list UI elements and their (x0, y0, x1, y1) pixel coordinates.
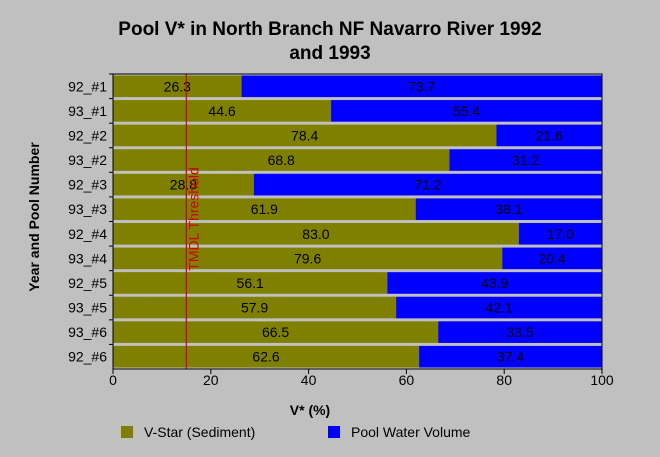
data-label-sediment-7: 79.6 (294, 250, 321, 266)
category-label-5: 93_#3 (68, 201, 107, 217)
data-label-sediment-8: 56.1 (237, 275, 264, 291)
category-label-3: 93_#2 (68, 152, 107, 168)
data-label-water-11: 37.4 (497, 349, 524, 365)
data-label-water-0: 73.7 (408, 78, 435, 94)
data-label-sediment-4: 28.8 (170, 177, 197, 193)
legend-swatch-1 (328, 426, 340, 438)
bar-water-0 (241, 75, 602, 98)
bar-sediment-1 (113, 100, 332, 122)
bar-water-1 (331, 100, 602, 122)
bar-water-11 (419, 345, 602, 368)
data-label-water-5: 38.1 (495, 201, 522, 217)
bar-sediment-5 (113, 198, 416, 221)
bar-sediment-10 (113, 321, 439, 343)
category-label-1: 93_#1 (68, 103, 107, 119)
category-label-10: 93_#6 (68, 324, 107, 340)
data-label-water-1: 55.4 (453, 103, 480, 119)
x-axis-label: V* (%) (290, 402, 330, 418)
category-label-9: 93_#5 (68, 300, 107, 316)
plot-border (112, 73, 603, 370)
bar-water-10 (438, 321, 602, 343)
x-tick-label-2: 40 (301, 372, 317, 388)
bar-sediment-2 (113, 124, 497, 147)
bar-water-4 (253, 173, 602, 196)
category-label-7: 93_#4 (68, 250, 107, 266)
data-label-sediment-9: 57.9 (241, 300, 268, 316)
data-label-sediment-5: 61.9 (251, 201, 278, 217)
y-axis-label: Year and Pool Number (26, 142, 42, 292)
chart-title-line2: and 1993 (289, 43, 370, 64)
bar-sediment-3 (113, 149, 450, 171)
chart-title-line1: Pool V* in North Branch NF Navarro River… (118, 19, 541, 40)
data-label-water-4: 71.2 (414, 177, 441, 193)
data-label-sediment-11: 62.6 (252, 349, 279, 365)
legend-swatch-0 (121, 426, 133, 438)
data-label-sediment-2: 78.4 (291, 127, 318, 143)
x-tick-label-3: 60 (399, 372, 415, 388)
bar-water-9 (396, 296, 602, 319)
bar-sediment-11 (113, 345, 420, 368)
legend-label-0: V-Star (Sediment) (144, 424, 255, 440)
data-label-water-6: 17.0 (547, 226, 574, 242)
data-label-water-3: 31.2 (512, 152, 539, 168)
category-label-11: 92_#6 (68, 349, 107, 365)
category-label-4: 92_#3 (68, 177, 107, 193)
legend: V-Star (Sediment) Pool Water Volume (121, 424, 471, 440)
category-label-8: 92_#5 (68, 275, 107, 291)
bar-water-3 (449, 149, 602, 171)
bar-sediment-4 (113, 173, 254, 196)
data-label-water-9: 42.1 (485, 300, 512, 316)
bar-water-5 (415, 198, 602, 221)
data-label-sediment-1: 44.6 (208, 103, 235, 119)
x-tick-label-4: 80 (496, 372, 512, 388)
bar-sediment-6 (113, 222, 519, 245)
plot-background (113, 74, 602, 369)
data-label-sediment-10: 66.5 (262, 324, 289, 340)
data-label-water-10: 33.5 (506, 324, 533, 340)
data-label-sediment-0: 26.3 (164, 78, 191, 94)
bar-water-6 (518, 222, 602, 245)
bar-sediment-8 (113, 272, 388, 294)
x-tick-label-5: 100 (590, 372, 614, 388)
x-tick-label-1: 20 (203, 372, 219, 388)
bar-water-7 (502, 247, 602, 270)
x-tick-label-0: 0 (109, 372, 117, 388)
data-label-water-7: 20.4 (538, 250, 565, 266)
bar-sediment-0 (113, 75, 242, 98)
category-label-0: 92_#1 (68, 78, 107, 94)
bar-sediment-9 (113, 296, 397, 319)
legend-label-1: Pool Water Volume (351, 424, 471, 440)
category-label-2: 92_#2 (68, 127, 107, 143)
bar-water-8 (387, 272, 602, 294)
data-label-water-8: 43.9 (481, 275, 508, 291)
plot-area: 26.3 73.7 92_#1 44.6 55.4 93_#1 78.4 21.6 92_#2 6… (68, 73, 614, 388)
category-label-6: 92_#4 (68, 226, 107, 242)
data-label-sediment-6: 83.0 (302, 226, 329, 242)
data-label-sediment-3: 68.8 (268, 152, 295, 168)
bar-sediment-7 (113, 247, 503, 270)
threshold-label: TMDL Threshold (185, 167, 201, 270)
bar-water-2 (496, 124, 602, 147)
data-label-water-2: 21.6 (536, 127, 563, 143)
